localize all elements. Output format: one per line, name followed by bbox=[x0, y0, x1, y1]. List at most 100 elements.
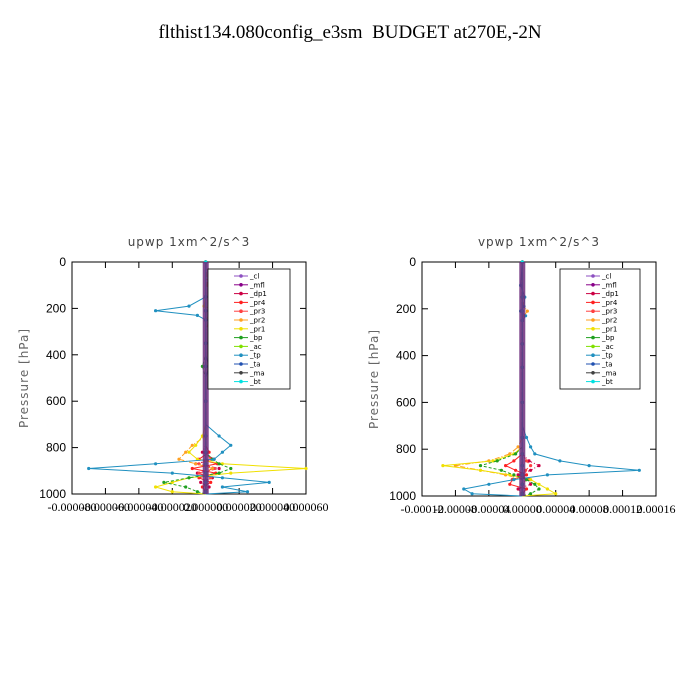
series-point-bp bbox=[537, 487, 541, 491]
series-point-pr4 bbox=[514, 468, 518, 472]
x-tick-label: -0.000020 bbox=[148, 500, 197, 514]
series-point-bp bbox=[478, 464, 483, 468]
x-tick-label: 0.000020 bbox=[217, 500, 262, 514]
series-point-bp bbox=[512, 473, 516, 477]
legend-entry-pr1: _pr1 bbox=[601, 325, 617, 333]
series-point-dp1 bbox=[199, 480, 203, 484]
series-point-bp bbox=[533, 482, 537, 486]
legend-marker-pr4 bbox=[591, 300, 595, 305]
series-point-tp bbox=[170, 471, 174, 475]
zero-profile-stack-2 bbox=[519, 262, 526, 496]
plot-title-1: upwp 1xm^2/s^3 bbox=[128, 235, 251, 249]
series-point-dp1 bbox=[529, 482, 533, 486]
plot-frame-1 bbox=[71, 261, 307, 495]
series-point-tp bbox=[487, 482, 491, 486]
legend-marker-ta bbox=[591, 362, 595, 366]
zero-profile-stack-1 bbox=[202, 262, 209, 494]
series-point-bp bbox=[187, 476, 191, 480]
legend-entry-tp: _tp bbox=[601, 352, 613, 360]
series-point-dp1 bbox=[516, 487, 520, 491]
series-point-tp bbox=[533, 452, 537, 456]
series-point-pr4 bbox=[209, 480, 213, 484]
legend-entry-ta: _ta bbox=[601, 361, 613, 369]
series-point-pr1 bbox=[170, 480, 174, 484]
series-point-pr1 bbox=[229, 471, 233, 475]
series-point-pr4 bbox=[524, 473, 529, 477]
legend-entry-pr4: _pr4 bbox=[601, 299, 618, 307]
x-tick-label: 0.000000 bbox=[183, 500, 228, 514]
x-tick-label: 0.00004 bbox=[536, 502, 575, 516]
legend-entry-mfl: _mfl bbox=[601, 281, 617, 289]
series-point-pr2 bbox=[516, 445, 520, 449]
series-point-pr3 bbox=[197, 471, 201, 475]
legend-marker-pr1 bbox=[239, 327, 243, 331]
legend-entry-mfl: _mfl bbox=[249, 281, 265, 289]
x-tick-label: 0.000040 bbox=[250, 500, 295, 514]
legend-marker-bp bbox=[239, 335, 243, 340]
legend-marker-tp bbox=[591, 353, 595, 358]
y-tick-label: 0 bbox=[409, 255, 416, 269]
series-point-tp bbox=[220, 476, 224, 480]
x-tick-label: -0.00004 bbox=[467, 502, 510, 516]
series-point-tp bbox=[524, 435, 529, 440]
legend-marker-pr2 bbox=[239, 318, 243, 322]
series-line-pr1 bbox=[442, 262, 558, 497]
series-point-pr1 bbox=[478, 468, 483, 472]
series-point-dp1 bbox=[516, 473, 520, 477]
series-point-tp bbox=[195, 313, 199, 317]
series-point-pr1 bbox=[554, 492, 558, 496]
series-point-bp bbox=[524, 478, 529, 482]
series-point-pr3 bbox=[524, 459, 529, 463]
series-point-pr1 bbox=[545, 487, 550, 491]
series-point-bp bbox=[184, 485, 188, 489]
series-point-bp bbox=[529, 492, 533, 496]
x-tick-label: 0.000060 bbox=[284, 500, 329, 514]
legend-entry-bp: _bp bbox=[601, 334, 615, 342]
legend-entry-cl: _cl bbox=[249, 273, 259, 281]
series-point-pr2 bbox=[177, 457, 181, 461]
series-point-dp1 bbox=[217, 466, 221, 471]
legend-marker-ma bbox=[591, 371, 595, 375]
x-tick-label: -0.00008 bbox=[434, 502, 477, 516]
legend-entry-ma: _ma bbox=[249, 369, 265, 377]
y-tick-label: 600 bbox=[46, 394, 66, 408]
legend-entry-pr3: _pr3 bbox=[601, 308, 617, 316]
legend-entry-bp: _bp bbox=[249, 334, 263, 342]
legend-marker-dp1 bbox=[591, 291, 595, 296]
series-point-bp bbox=[217, 471, 221, 475]
series-point-pr2 bbox=[184, 450, 188, 454]
series-point-pr1 bbox=[154, 485, 158, 489]
legend-marker-cl bbox=[591, 274, 595, 278]
y-tick-label: 200 bbox=[46, 301, 66, 315]
series-point-tp bbox=[229, 443, 233, 447]
legend-marker-bt bbox=[239, 379, 243, 384]
series-point-tp bbox=[154, 462, 158, 466]
plot-frame-2 bbox=[421, 261, 657, 497]
series-point-dp1 bbox=[537, 464, 541, 468]
series-point-dp1 bbox=[527, 459, 531, 463]
series-point-bp bbox=[229, 466, 233, 471]
legend-marker-pr3 bbox=[591, 309, 595, 314]
legend-marker-mfl bbox=[239, 283, 243, 287]
legend-entry-ac: _ac bbox=[249, 343, 262, 351]
legend-entry-bt: _bt bbox=[249, 378, 261, 386]
series-point-tp bbox=[462, 487, 466, 491]
series-point-tp bbox=[220, 450, 224, 454]
legend-entry-pr1: _pr1 bbox=[249, 325, 265, 333]
series-point-pr2 bbox=[190, 443, 194, 447]
legend-entry-dp1: _dp1 bbox=[601, 290, 619, 298]
series-point-tp bbox=[217, 434, 221, 438]
y-tick-label: 1000 bbox=[39, 487, 66, 501]
series-point-bp bbox=[195, 490, 199, 494]
x-tick-label: -0.000080 bbox=[48, 500, 97, 514]
series-point-tp bbox=[470, 492, 474, 496]
series-point-pr1 bbox=[304, 466, 308, 471]
series-point-tp bbox=[512, 478, 516, 482]
series-point-tp bbox=[212, 457, 216, 461]
x-tick-label: -0.000040 bbox=[114, 500, 163, 514]
y-axis-label-2: Pressure [hPa] bbox=[367, 329, 381, 429]
legend-entry-ac: _ac bbox=[601, 343, 614, 351]
x-tick-label: 0.00016 bbox=[637, 502, 676, 516]
legend-marker-ac bbox=[591, 344, 595, 349]
